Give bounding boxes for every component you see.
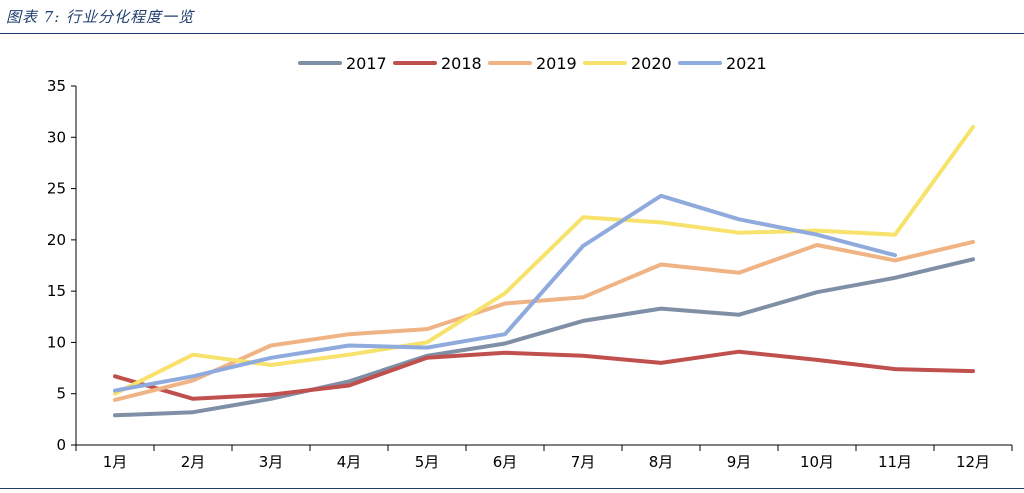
legend-label: 2019 (536, 54, 577, 73)
x-tick-label: 1月 (103, 453, 128, 471)
series-line-2021 (113, 193, 897, 393)
legend-item-2019: 2019 (488, 54, 577, 73)
legend-item-2020: 2020 (583, 54, 672, 73)
y-tick-label: 25 (47, 180, 66, 198)
y-tick-label: 20 (47, 231, 66, 249)
x-tick-label: 2月 (181, 453, 206, 471)
x-tick-label: 12月 (956, 453, 990, 471)
chart-axes: 0 5 10 15 20 25 30 35 1月 2月 3月 4月 5月 6月 7月 8月 9月 10月 11月 12… (47, 77, 1013, 471)
series-line-2017 (113, 257, 975, 418)
legend-label: 2021 (726, 54, 767, 73)
legend-item-2018: 2018 (393, 54, 482, 73)
x-tick-label: 10月 (800, 453, 834, 471)
x-tick-label: 3月 (259, 453, 284, 471)
x-tick-label: 11月 (878, 453, 912, 471)
series-line-2019 (113, 239, 975, 402)
x-tick-label: 9月 (727, 453, 752, 471)
y-tick-label: 0 (56, 436, 66, 454)
figure-title: 图表 7: 行业分化程度一览 (6, 8, 195, 26)
x-tick-label: 5月 (415, 453, 440, 471)
series-line-2020 (113, 125, 975, 396)
x-tick-label: 4月 (337, 453, 362, 471)
series-line-2018 (113, 349, 975, 401)
y-tick-label: 15 (47, 282, 66, 300)
chart-legend: 2017 2018 2019 2020 2021 (298, 54, 767, 73)
x-tick-label: 7月 (571, 453, 596, 471)
y-tick-label: 30 (47, 128, 66, 146)
y-tick-label: 10 (47, 333, 66, 351)
legend-item-2021: 2021 (678, 54, 767, 73)
legend-label: 2017 (346, 54, 387, 73)
legend-label: 2018 (441, 54, 482, 73)
figure-title-bar: 图表 7: 行业分化程度一览 (0, 0, 1024, 34)
x-tick-label: 6月 (493, 453, 518, 471)
y-tick-label: 35 (47, 77, 66, 95)
chart-series (113, 125, 975, 418)
y-tick-label: 5 (56, 385, 66, 403)
legend-label: 2020 (631, 54, 672, 73)
legend-item-2017: 2017 (298, 54, 387, 73)
x-tick-label: 8月 (649, 453, 674, 471)
bottom-rule (0, 488, 1024, 489)
